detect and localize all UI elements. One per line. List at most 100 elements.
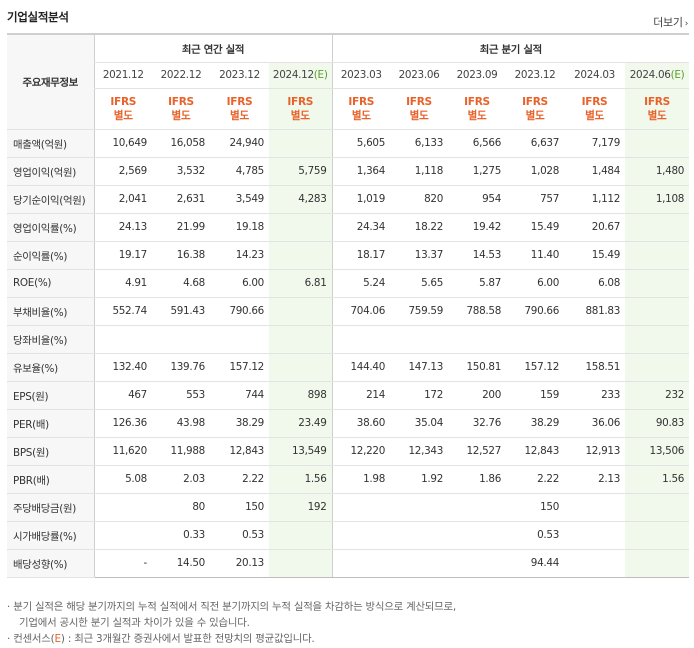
table-cell: 2.22: [210, 465, 269, 494]
table-cell: 12,913: [564, 437, 626, 466]
table-cell: 2.03: [152, 465, 210, 494]
table-cell: 2,569: [93, 157, 152, 186]
table-cell: 790.66: [506, 297, 565, 326]
table-cell: 232: [625, 380, 690, 410]
table-cell: -: [93, 549, 152, 578]
table-cell: 172: [390, 380, 449, 410]
table-cell: 150: [210, 492, 269, 522]
ifrs-label: IFRS: [581, 95, 608, 108]
ifrs-basis-label: IFRS 별도: [625, 88, 690, 130]
table-cell: 1,364: [331, 157, 391, 186]
separate-label: 별도: [113, 109, 133, 122]
table-cell: 1.98: [331, 465, 391, 494]
table-cell: 150.81: [448, 353, 507, 382]
separate-label: 별도: [290, 109, 310, 122]
table-cell: 36.06: [564, 409, 626, 438]
period-header: 2024.12(E): [269, 62, 333, 89]
table-cell: 2,631: [152, 185, 210, 214]
table-cell: 1,480: [625, 157, 690, 186]
table-cell: 12,343: [390, 437, 449, 466]
table-cell: [625, 325, 690, 354]
row-label: PBR(배): [7, 465, 94, 494]
table-cell: 144.40: [331, 353, 391, 382]
table-cell: 15.49: [506, 212, 565, 242]
table-cell: 14.23: [210, 241, 269, 270]
table-cell: 200: [448, 380, 507, 410]
table-row: 유보율(%) 132.40 139.76 157.12 144.40 147.13 150.…: [7, 353, 690, 382]
footnote-consensus-e: E: [54, 633, 62, 645]
table-cell: 6,566: [448, 128, 507, 158]
footnote-consensus-prefix: · 컨센서스(: [7, 633, 55, 645]
row-label: 순이익률(%): [7, 241, 94, 270]
table-cell: 0.53: [210, 521, 269, 550]
table-cell: 18.22: [390, 212, 449, 242]
section-title: 기업실적분석: [7, 10, 69, 24]
table-cell: 1.86: [448, 465, 507, 494]
row-label: 영업이익(억원): [7, 157, 94, 186]
table-cell: 5.65: [390, 269, 449, 298]
footnote-quarterly: · 분기 실적은 해당 분기까지의 누적 실적에서 직전 분기까지의 누적 실적…: [7, 601, 456, 613]
period-header: 2023.06: [390, 62, 449, 89]
table-row: BPS(원) 11,620 11,988 12,843 13,549 12,220 12,3…: [7, 437, 690, 466]
table-cell: 150: [506, 492, 565, 522]
table-row: ROE(%) 4.91 4.68 6.00 6.81 5.24 5.65 5.87 6.00 6.…: [7, 269, 690, 298]
table-cell: [93, 521, 152, 550]
table-cell: [625, 521, 690, 550]
table-cell: 1,118: [390, 157, 449, 186]
row-label: 매출액(억원): [7, 128, 94, 158]
table-cell: [331, 325, 391, 354]
table-cell: 18.17: [331, 241, 391, 270]
table-cell: 11,620: [93, 437, 152, 466]
ifrs-basis-label: IFRS 별도: [564, 88, 626, 130]
table-cell: 20.67: [564, 212, 626, 242]
table-cell: 820: [390, 185, 449, 214]
table-cell: 553: [152, 380, 210, 410]
table-cell: 12,527: [448, 437, 507, 466]
table-cell: [564, 521, 626, 550]
ifrs-label: IFRS: [110, 95, 137, 108]
ifrs-basis-label: IFRS 별도: [269, 88, 333, 130]
table-cell: [448, 492, 507, 522]
table-cell: 11.40: [506, 241, 565, 270]
table-cell: 5,605: [331, 128, 391, 158]
separate-label: 별도: [409, 109, 429, 122]
table-cell: 94.44: [506, 549, 565, 578]
table-cell: 12,843: [210, 437, 269, 466]
table-cell: [269, 353, 333, 382]
table-cell: 233: [564, 380, 626, 410]
ifrs-label: IFRS: [226, 95, 253, 108]
table-row: 매출액(억원) 10,649 16,058 24,940 5,605 6,133 6,566…: [7, 128, 690, 158]
ifrs-basis-label: IFRS 별도: [210, 88, 269, 130]
table-cell: 788.58: [448, 297, 507, 326]
table-cell: [269, 128, 333, 158]
table-cell: 32.76: [448, 409, 507, 438]
table-cell: 2.22: [506, 465, 565, 494]
annual-group-header: 최근 연간 실적: [93, 34, 333, 63]
financial-table: 주요재무정보 최근 연간 실적 최근 분기 실적 2021.12 2022.12 2…: [7, 33, 690, 578]
table-cell: 1.92: [390, 465, 449, 494]
table-cell: 35.04: [390, 409, 449, 438]
period-header: 2023.09: [448, 62, 507, 89]
ifrs-label: IFRS: [464, 95, 490, 108]
table-cell: 15.49: [564, 241, 626, 270]
table-cell: 2.13: [564, 465, 626, 494]
table-cell: [331, 521, 391, 550]
table-cell: 5.24: [331, 269, 391, 298]
table-cell: 157.12: [506, 353, 565, 382]
table-cell: 1,112: [564, 185, 626, 214]
more-link[interactable]: 더보기 ›: [653, 14, 688, 30]
table-cell: 16.38: [152, 241, 210, 270]
table-cell: 0.33: [152, 521, 210, 550]
table-cell: [390, 325, 449, 354]
table-cell: 1.56: [625, 465, 690, 494]
table-cell: 4,283: [269, 185, 333, 214]
table-cell: [625, 297, 690, 326]
table-cell: 3,532: [152, 157, 210, 186]
separate-label: 별도: [467, 109, 487, 122]
estimate-mark: (E): [313, 69, 328, 81]
table-cell: [625, 549, 690, 578]
period-header: 2023.12: [210, 62, 269, 89]
table-cell: 126.36: [93, 409, 152, 438]
table-cell: 2,041: [93, 185, 152, 214]
